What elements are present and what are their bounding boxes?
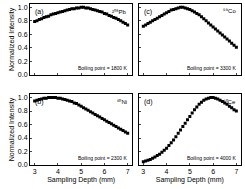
svg-text:(b): (b): [35, 98, 44, 106]
svg-text:⁶⁰Ni: ⁶⁰Ni: [117, 98, 127, 105]
svg-text:0.4: 0.4: [18, 134, 28, 141]
svg-text:0.2: 0.2: [18, 58, 28, 65]
svg-text:⁵⁹Co: ⁵⁹Co: [223, 8, 236, 14]
svg-text:0.2: 0.2: [18, 148, 28, 155]
svg-text:Boiling point = 2300 K: Boiling point = 2300 K: [78, 155, 127, 161]
svg-text:4: 4: [165, 168, 169, 175]
svg-text:1.0: 1.0: [18, 94, 28, 101]
svg-text:²⁰⁸Pb: ²⁰⁸Pb: [112, 8, 127, 15]
svg-text:0.6: 0.6: [18, 31, 28, 38]
svg-text:0.0: 0.0: [18, 161, 28, 168]
svg-text:6: 6: [211, 168, 215, 175]
svg-text:Boiling point = 3300 K: Boiling point = 3300 K: [187, 65, 236, 71]
svg-text:(a): (a): [35, 8, 44, 16]
svg-text:3: 3: [141, 168, 145, 175]
svg-text:(c): (c): [144, 8, 152, 16]
svg-text:Sampling Depth (mm): Sampling Depth (mm): [156, 176, 224, 184]
svg-text:Boiling point = 1800 K: Boiling point = 1800 K: [78, 65, 127, 71]
svg-text:0.0: 0.0: [18, 71, 28, 78]
svg-text:6: 6: [102, 168, 106, 175]
svg-text:5: 5: [188, 168, 192, 175]
svg-text:4: 4: [56, 168, 60, 175]
svg-text:7: 7: [234, 168, 238, 175]
svg-text:Sampling Depth (mm): Sampling Depth (mm): [47, 176, 115, 184]
svg-text:3: 3: [33, 168, 37, 175]
svg-text:0.6: 0.6: [18, 121, 28, 128]
svg-text:¹⁴⁰Ce: ¹⁴⁰Ce: [221, 98, 236, 105]
svg-text:7: 7: [126, 168, 130, 175]
svg-text:5: 5: [79, 168, 83, 175]
svg-text:Boiling point = 4000 K: Boiling point = 4000 K: [187, 155, 236, 161]
svg-text:0.8: 0.8: [18, 17, 28, 24]
svg-text:1.0: 1.0: [18, 4, 28, 11]
svg-text:Normalized Intensity: Normalized Intensity: [8, 97, 16, 161]
svg-text:Normalized Intensity: Normalized Intensity: [8, 7, 16, 71]
svg-text:(d): (d): [144, 98, 153, 106]
svg-text:0.4: 0.4: [18, 44, 28, 51]
svg-text:0.8: 0.8: [18, 107, 28, 114]
